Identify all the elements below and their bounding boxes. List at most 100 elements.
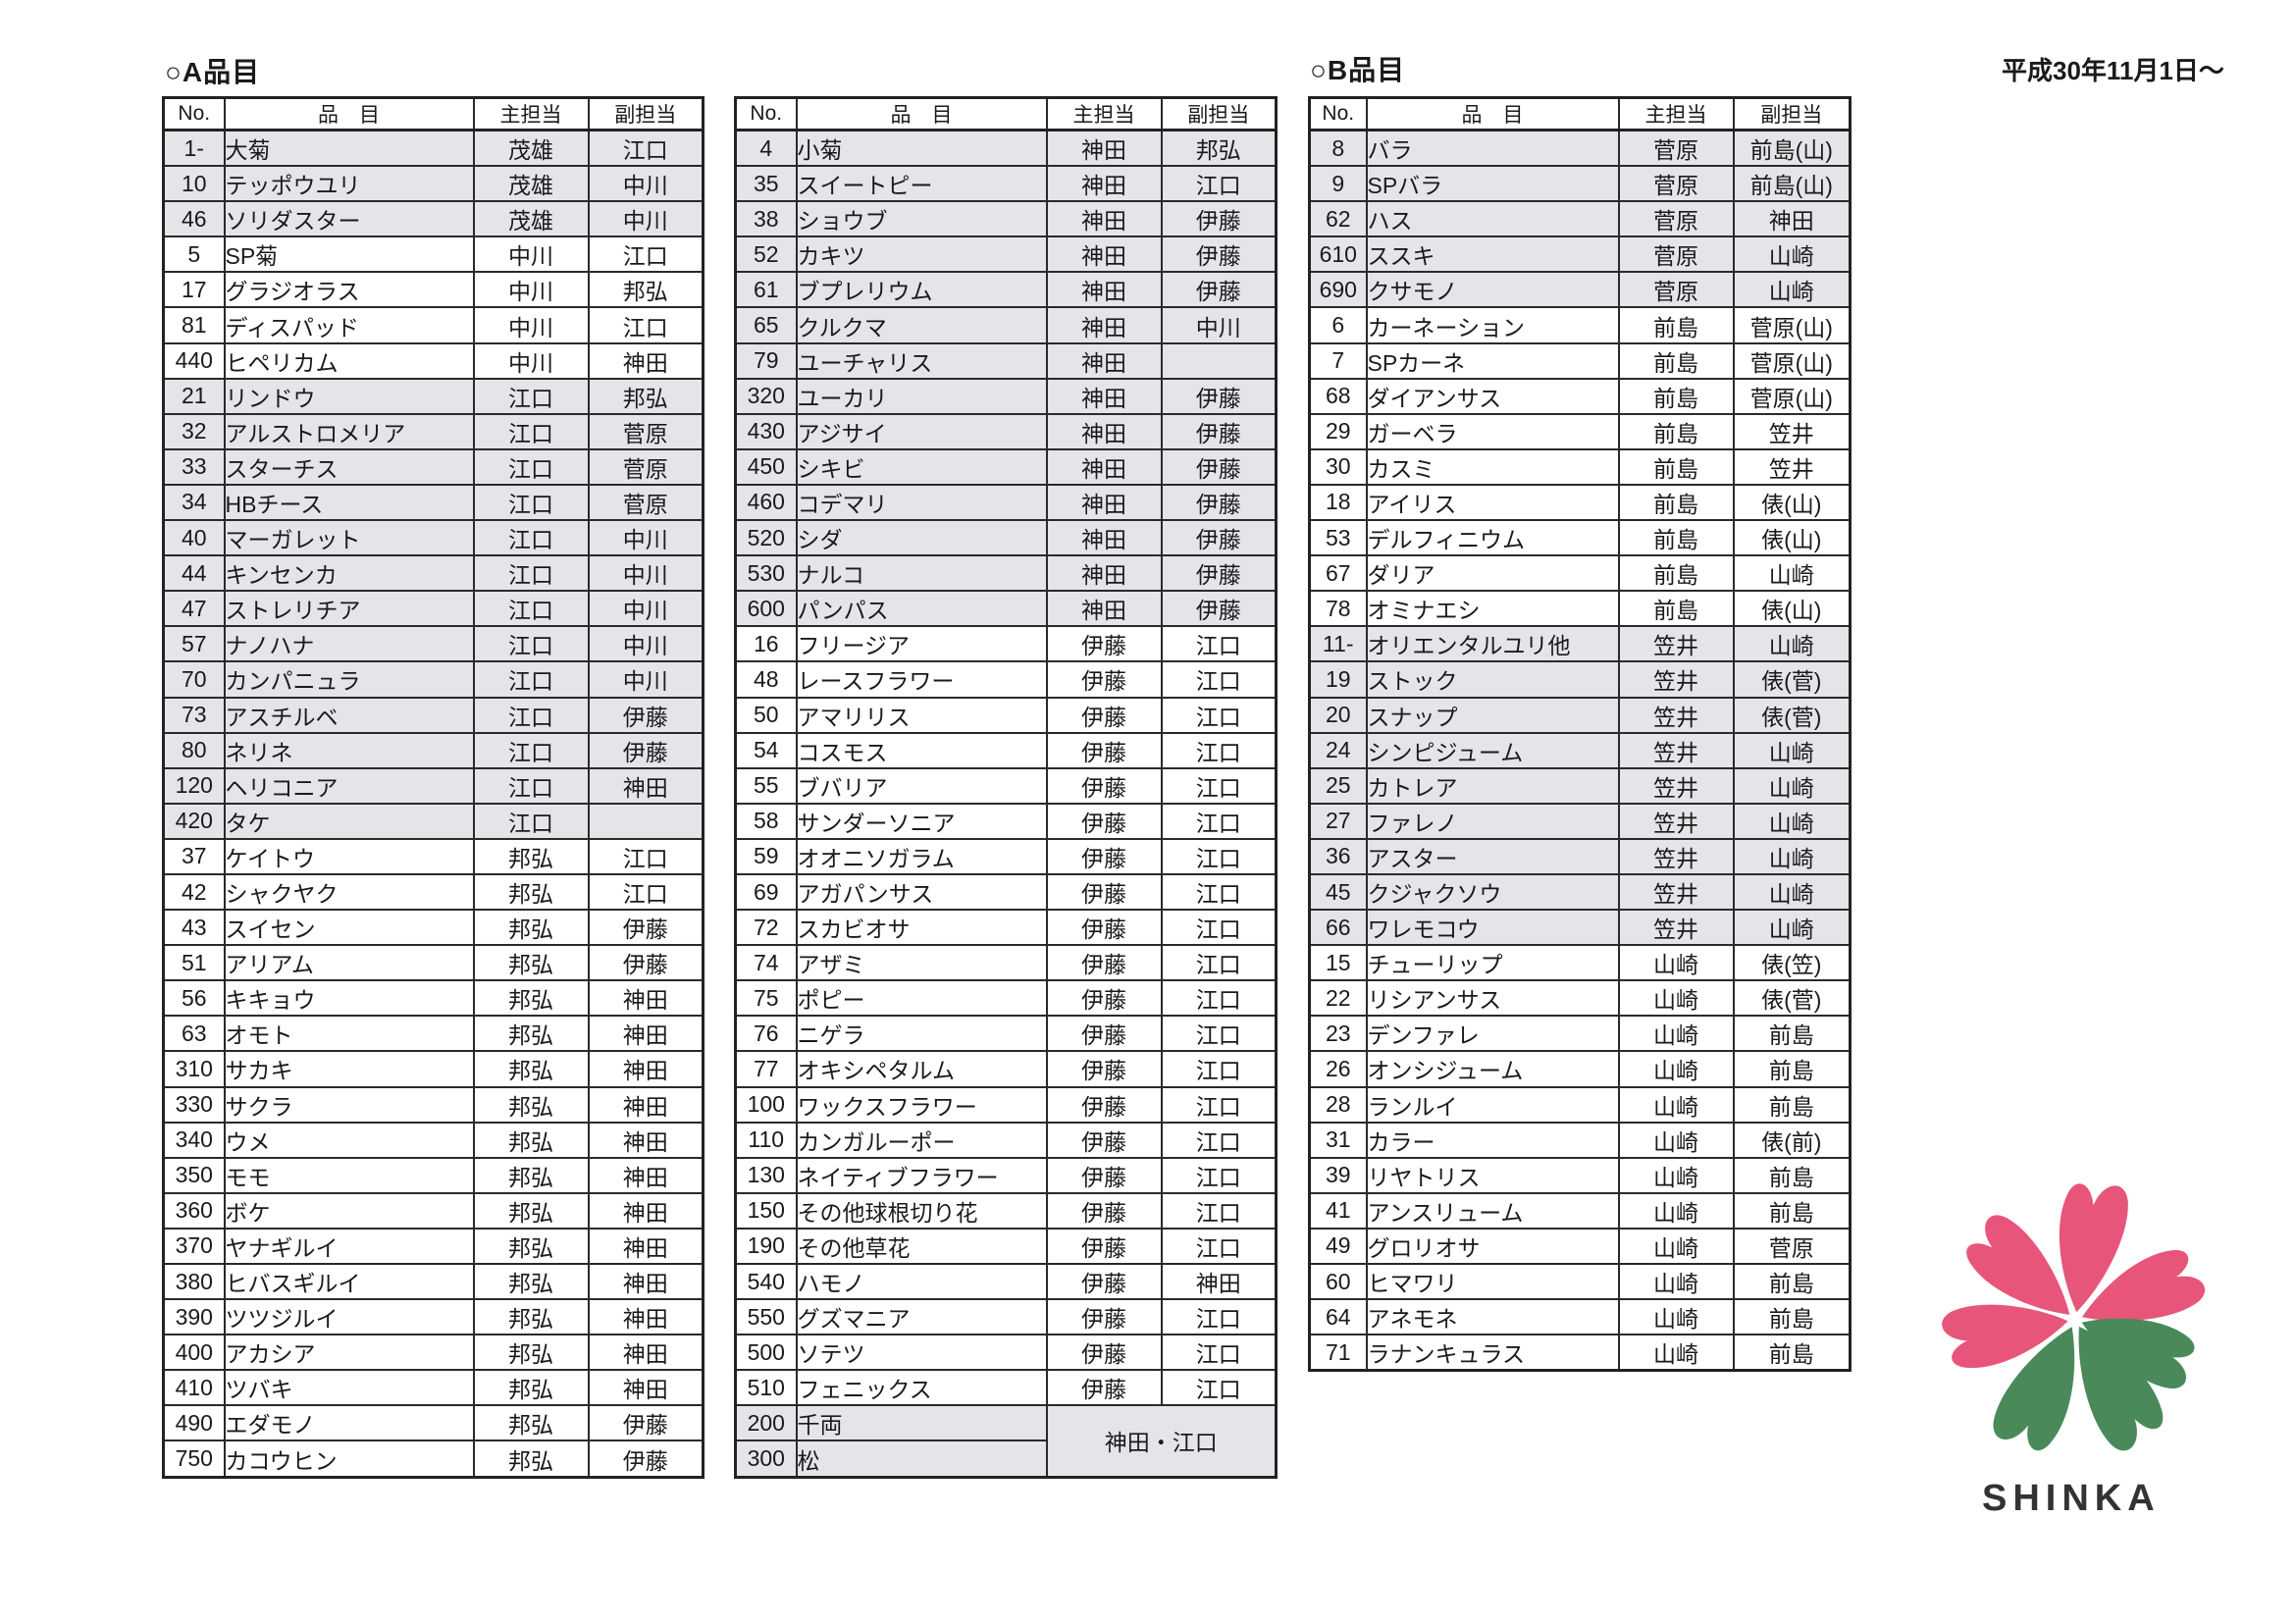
main-staff: 茂雄 [472, 200, 590, 238]
sub-staff: 邦弘 [587, 271, 704, 309]
main-staff: 神田 [1045, 341, 1163, 380]
table-row: 65 クルクマ 神田 中川 [734, 306, 1278, 344]
item-number: 62 [1308, 200, 1368, 238]
table-row: 11- オリエンタルユリ他 笠井 山崎 [1308, 625, 1852, 663]
item-name: ワレモコウ [1365, 909, 1620, 947]
item-number: 55 [734, 766, 798, 805]
item-number: 500 [734, 1334, 798, 1372]
sub-staff: 山崎 [1732, 872, 1852, 912]
header-sub-staff: 副担当 [587, 96, 704, 131]
sub-staff: 神田 [587, 1015, 704, 1053]
main-staff: 江口 [472, 660, 590, 699]
item-name: サカキ [223, 1050, 475, 1088]
item-name: グズマニア [795, 1298, 1048, 1336]
main-staff: 江口 [472, 483, 590, 522]
sub-staff: 菅原 [587, 483, 704, 522]
main-staff: 伊藤 [1045, 1085, 1163, 1124]
table-a-items: No. 品 目主担当 副担当 1- 大菊 茂雄 江口 10 テッポウユリ 茂雄 中川 46 ソリダスター… [162, 96, 704, 1479]
item-number: 100 [734, 1085, 798, 1124]
item-name: シダ [795, 519, 1048, 557]
table-row: 9 SPバラ 菅原 前島(山) [1308, 165, 1852, 203]
item-name: ラナンキュラス [1365, 1334, 1620, 1372]
item-name: アザミ [795, 944, 1048, 982]
main-staff: 江口 [472, 590, 590, 628]
item-number: 57 [162, 625, 226, 663]
sub-staff: 神田 [587, 1262, 704, 1301]
item-name: ケイトウ [223, 837, 475, 875]
main-staff: 伊藤 [1045, 944, 1163, 982]
sub-staff: 江口 [587, 236, 704, 274]
main-staff: 邦弘 [472, 1369, 590, 1407]
item-number: 190 [734, 1227, 798, 1266]
main-staff: 江口 [472, 696, 590, 734]
table-row: 27 ファレノ 笠井 山崎 [1308, 802, 1852, 840]
main-staff: 笠井 [1617, 909, 1735, 947]
table-row: 1- 大菊 茂雄 江口 [162, 129, 704, 168]
item-number: 71 [1308, 1334, 1368, 1372]
main-staff: 江口 [472, 766, 590, 805]
item-name: ダイアンサス [1365, 377, 1620, 415]
item-number: 66 [1308, 909, 1368, 947]
item-name: スナップ [1365, 696, 1620, 734]
main-staff: 伊藤 [1045, 660, 1163, 699]
item-number: 44 [162, 554, 226, 593]
sub-staff: 伊藤 [1160, 271, 1278, 309]
table-row: 39 リヤトリス 山崎 前島 [1308, 1156, 1852, 1194]
sub-staff: 中川 [1160, 306, 1278, 344]
item-number: 68 [1308, 377, 1368, 415]
item-name: パンパス [795, 590, 1048, 628]
sub-staff: 伊藤 [1160, 590, 1278, 628]
table-row: 19 ストック 笠井 俵(菅) [1308, 660, 1852, 699]
table-row: 20 スナップ 笠井 俵(菅) [1308, 696, 1852, 734]
sub-staff [587, 802, 704, 840]
item-name: コデマリ [795, 483, 1048, 522]
item-name: ワックスフラワー [795, 1085, 1048, 1124]
sub-staff: 菅原(山) [1732, 341, 1852, 380]
table-row: 490 エダモノ 邦弘 伊藤 [162, 1404, 704, 1442]
item-name: ファレノ [1365, 802, 1620, 840]
table-row: 610 ススキ 菅原 山崎 [1308, 236, 1852, 274]
sub-staff: 邦弘 [1160, 129, 1278, 168]
main-staff: 菅原 [1617, 129, 1735, 168]
sub-staff: 菅原 [587, 412, 704, 450]
item-name: ツツジルイ [223, 1298, 475, 1336]
shinka-flower-logo [1942, 1183, 2206, 1451]
main-staff: 江口 [472, 731, 590, 769]
sub-staff: 江口 [587, 837, 704, 875]
table-row: 22 リシアンサス 山崎 俵(菅) [1308, 979, 1852, 1018]
green-petal-icon [2081, 1318, 2195, 1388]
item-number: 320 [734, 377, 798, 415]
main-staff: 邦弘 [472, 1156, 590, 1194]
table-row: 62 ハス 菅原 神田 [1308, 200, 1852, 238]
item-name: ブバリア [795, 766, 1048, 805]
main-staff: 伊藤 [1045, 1191, 1163, 1230]
table-row: 74 アザミ 伊藤 江口 [734, 944, 1278, 982]
item-name: ストレリチア [223, 590, 475, 628]
sub-staff: 菅原(山) [1732, 306, 1852, 344]
main-staff: 山崎 [1617, 1334, 1735, 1372]
main-staff: 邦弘 [472, 1121, 590, 1159]
table-row: 46 ソリダスター 茂雄 中川 [162, 200, 704, 238]
item-name: アガパンサス [795, 872, 1048, 912]
item-name: ソリダスター [223, 200, 475, 238]
item-number: 74 [734, 944, 798, 982]
item-number: 54 [734, 731, 798, 769]
main-staff: 菅原 [1617, 165, 1735, 203]
item-number: 460 [734, 483, 798, 522]
item-number: 19 [1308, 660, 1368, 699]
item-number: 11- [1308, 625, 1368, 663]
table-row: 200 千両 神田・江口 [734, 1404, 1278, 1479]
table-row: 4 小菊 神田 邦弘 [734, 129, 1278, 168]
sub-staff: 中川 [587, 200, 704, 238]
table-row: 50 アマリリス 伊藤 江口 [734, 696, 1278, 734]
main-staff: 神田 [1045, 590, 1163, 628]
table-row: 81 ディスパッド 中川 江口 [162, 306, 704, 344]
item-number: 5 [162, 236, 226, 274]
sub-staff: 江口 [1160, 1050, 1278, 1088]
table-row: 34 HBチース 江口 菅原 [162, 483, 704, 522]
table-row: 58 サンダーソニア 伊藤 江口 [734, 802, 1278, 840]
main-staff: 邦弘 [472, 1298, 590, 1336]
main-staff: 中川 [472, 271, 590, 309]
main-staff: 中川 [472, 341, 590, 380]
item-name: ソテツ [795, 1334, 1048, 1372]
